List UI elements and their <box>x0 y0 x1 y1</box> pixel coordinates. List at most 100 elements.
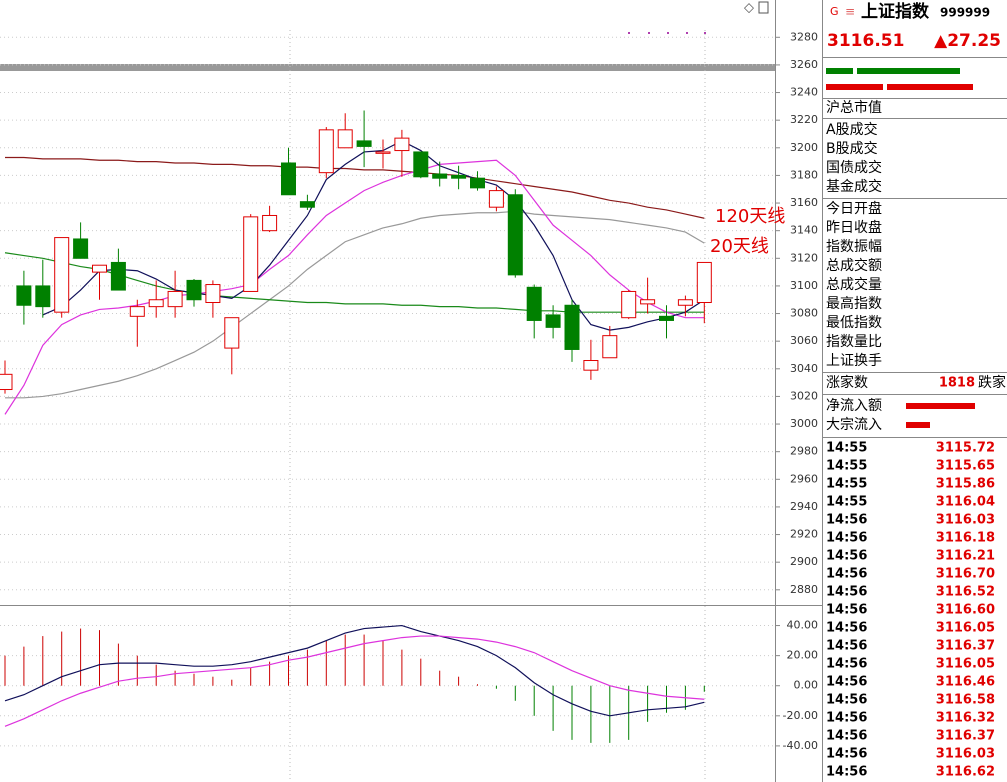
tick-time: 14:56 <box>826 657 867 672</box>
tick-price: 3116.04 <box>936 495 995 510</box>
candle-body <box>243 216 259 292</box>
tick-time: 14:55 <box>826 495 867 510</box>
tick-price: 3115.86 <box>936 477 995 492</box>
flow-label: 净流入额 <box>826 398 882 414</box>
candle-body <box>0 373 13 391</box>
field-label: 今日开盘 <box>826 200 882 217</box>
candle-body <box>16 285 32 306</box>
candle-body <box>621 290 637 319</box>
index-code: 999999 <box>940 6 990 20</box>
y-tick-label: 20.00 <box>787 649 819 662</box>
tick-time: 14:56 <box>826 603 867 618</box>
candle-body <box>54 237 70 313</box>
y-tick-label: 0.00 <box>794 679 819 692</box>
candle-body <box>677 299 693 306</box>
flow-bar <box>906 403 975 409</box>
field-label: 国债成交 <box>826 159 882 176</box>
tick-time: 14:56 <box>826 585 867 600</box>
tick-time: 14:56 <box>826 747 867 762</box>
y-tick-label: 2980 <box>790 445 818 458</box>
field-label: 昨日收盘 <box>826 219 882 236</box>
candle-body <box>356 140 372 147</box>
candle-body <box>451 174 467 179</box>
candle-body <box>526 286 542 321</box>
tick-price: 3116.46 <box>936 675 995 690</box>
y-tick-label: 3280 <box>790 30 818 43</box>
y-tick-label: 3100 <box>790 279 818 292</box>
tick-time: 14:56 <box>826 729 867 744</box>
candle-body <box>375 151 391 154</box>
tick-time: 14:56 <box>826 513 867 528</box>
candle-body <box>129 306 145 317</box>
tick-price: 3116.21 <box>936 549 995 564</box>
change: ▲27.25 <box>934 31 1001 51</box>
field-label: 最高指数 <box>826 295 882 312</box>
candle-body <box>318 129 334 174</box>
candle-body <box>148 299 164 308</box>
y-tick-label: 3220 <box>790 113 818 126</box>
flow-bar <box>906 422 930 428</box>
annotation: 120天线 <box>715 206 785 227</box>
ma-line <box>42 140 705 331</box>
candle-body <box>432 173 448 179</box>
y-tick-label: 3160 <box>790 196 818 209</box>
candle-body <box>602 335 618 359</box>
tick-price: 3116.52 <box>936 585 995 600</box>
overlay-band <box>0 64 775 71</box>
icon-text[interactable]: ≡ <box>845 5 855 19</box>
candle-body <box>205 284 221 303</box>
dot <box>704 32 706 34</box>
ma-line <box>4 159 705 415</box>
y-tick-label: 3000 <box>790 417 818 430</box>
y-tick-label: 3120 <box>790 251 818 264</box>
candle-body <box>35 285 51 308</box>
y-tick-label: 3040 <box>790 362 818 375</box>
tick-price: 3116.03 <box>936 513 995 528</box>
candle-body <box>583 360 599 371</box>
field-label: 上证换手 <box>826 352 882 369</box>
icon[interactable] <box>758 1 769 14</box>
icon[interactable]: ◇ <box>744 1 754 16</box>
candle-body <box>167 290 183 308</box>
down-label: 跌家 <box>978 374 1006 391</box>
tick-time: 14:56 <box>826 549 867 564</box>
y-tick-label: 3060 <box>790 334 818 347</box>
field-label: 基金成交 <box>826 178 882 195</box>
dot <box>648 32 650 34</box>
candle-body <box>299 201 315 208</box>
candle-body <box>545 314 561 328</box>
field-label: 总成交量 <box>826 276 882 293</box>
bar-indicator <box>826 84 883 90</box>
bar-indicator <box>887 84 973 90</box>
tick-price: 3116.37 <box>936 729 995 744</box>
y-tick-label: 2940 <box>790 500 818 513</box>
candle-body <box>659 315 674 321</box>
icon-text[interactable]: G <box>830 5 839 18</box>
up-count: 1818 <box>939 376 975 391</box>
ma-line <box>4 635 705 727</box>
tick-price: 3116.05 <box>936 621 995 636</box>
tick-price: 3116.03 <box>936 747 995 762</box>
candle-body <box>696 261 712 304</box>
tick-price: 3116.58 <box>936 693 995 708</box>
index-name: 上证指数 <box>861 1 930 22</box>
candle-body <box>564 304 580 350</box>
y-tick-label: 3080 <box>790 307 818 320</box>
candle-body <box>507 194 523 276</box>
y-tick-label: 40.00 <box>787 619 819 632</box>
candle-body <box>73 238 89 259</box>
tick-price: 3116.05 <box>936 657 995 672</box>
field-label: 指数量比 <box>826 334 882 350</box>
candle-body <box>262 214 278 232</box>
candle-body <box>394 137 410 152</box>
candle-body <box>110 261 126 291</box>
tick-time: 14:56 <box>826 621 867 636</box>
tick-price: 3116.32 <box>936 711 995 726</box>
y-tick-label: 3140 <box>790 224 818 237</box>
candle-body <box>186 279 202 301</box>
y-tick-label: 3180 <box>790 168 818 181</box>
tick-time: 14:56 <box>826 567 867 582</box>
ma-line <box>5 156 705 219</box>
tick-time: 14:56 <box>826 693 867 708</box>
